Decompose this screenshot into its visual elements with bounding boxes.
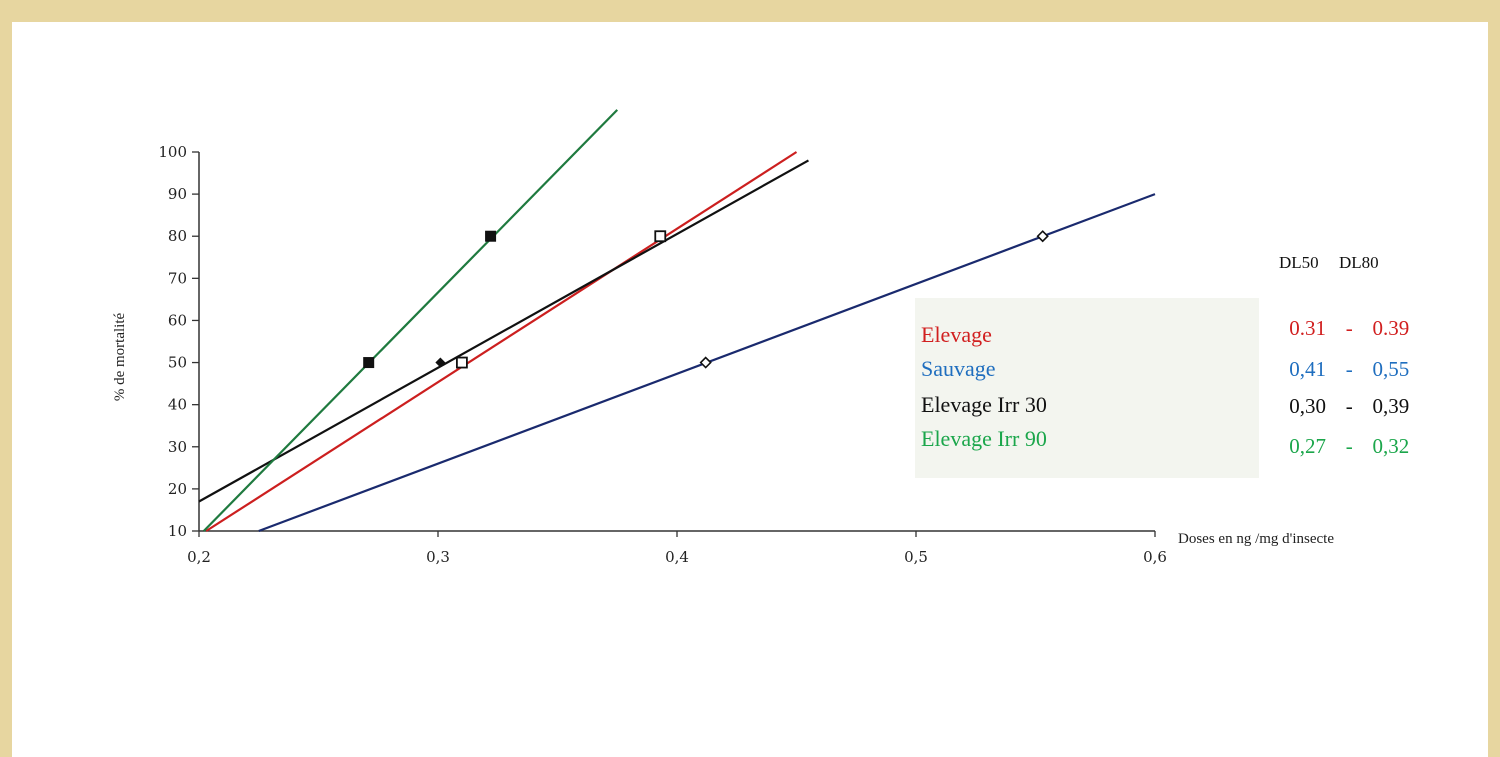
dl-separator: - [1345,357,1353,381]
legend-box [915,298,1259,478]
dl-row-elevage: 0.31 - 0.39 [1268,316,1409,341]
y-tick-label: 70 [168,269,187,287]
data-point-sauvage [1036,230,1049,243]
dl-row-elevage-irr-90: 0,27 - 0,32 [1268,434,1409,459]
dl80-value: 0,39 [1372,394,1410,418]
data-point-elevage-irr-90 [363,357,375,369]
dl80-value: 0.39 [1372,316,1410,340]
y-tick-label: 60 [168,311,187,329]
dl50-header: DL50 [1279,253,1319,272]
y-tick-label: 50 [168,354,187,372]
y-tick-label: 30 [168,438,187,456]
series-line-elevage-irr-90 [202,109,619,532]
y-axis-label: % de mortalité [112,313,128,402]
legend-item-elevage: Elevage [921,322,992,347]
data-point-elevage [654,230,667,243]
dl50-value: 0,30 [1289,394,1326,418]
y-tick-label: 80 [168,227,187,245]
series-points [363,230,1049,369]
legend-item-elevage-irr-30: Elevage Irr 30 [921,392,1047,417]
dl50-value: 0,27 [1289,434,1326,458]
y-tick-label: 100 [158,143,187,161]
y-tick-label: 20 [168,480,187,498]
mortality-chart: 10 20 30 40 50 60 70 80 90 100 0,2 0,3 0,4 0,5 0,6 % … [112,109,1334,566]
dl80-header: DL80 [1339,253,1379,272]
legend-item-sauvage: Sauvage [921,356,996,381]
x-tick-label: 0,6 [1143,548,1167,566]
x-tick-label: 0,3 [426,548,450,566]
x-tick-label: 0,2 [187,548,211,566]
y-tick-label: 40 [168,396,187,414]
x-axis-label: Doses en ng /mg d'insecte [1178,531,1334,547]
series-line-elevage [205,151,798,532]
dl-row-elevage-irr-30: 0,30 - 0,39 [1268,394,1409,419]
series-lines [198,109,1156,533]
slide-canvas: 10 20 30 40 50 60 70 80 90 100 0,2 0,3 0,4 0,5 0,6 % … [12,22,1488,757]
y-ticks: 10 20 30 40 50 60 70 80 90 100 [158,143,199,540]
dl80-value: 0,32 [1372,434,1410,458]
dl-separator: - [1345,394,1353,418]
y-tick-label: 90 [168,185,187,203]
x-ticks: 0,2 0,3 0,4 0,5 0,6 [187,531,1167,566]
x-tick-label: 0,4 [665,548,689,566]
series-line-elevage-irr-30 [198,159,809,503]
y-tick-label: 10 [168,522,187,540]
data-point-elevage-irr-30 [435,357,446,368]
dl50-value: 0.31 [1289,316,1326,340]
dl-separator: - [1345,316,1353,340]
dl50-value: 0,41 [1289,357,1326,381]
legend-item-elevage-irr-90: Elevage Irr 90 [921,426,1047,451]
data-point-sauvage [699,356,712,369]
x-tick-label: 0,5 [904,548,928,566]
dl-separator: - [1345,434,1353,458]
dl-row-sauvage: 0,41 - 0,55 [1268,357,1409,382]
data-point-elevage [455,356,468,369]
data-point-elevage-irr-90 [485,230,497,242]
dl80-value: 0,55 [1372,357,1410,381]
